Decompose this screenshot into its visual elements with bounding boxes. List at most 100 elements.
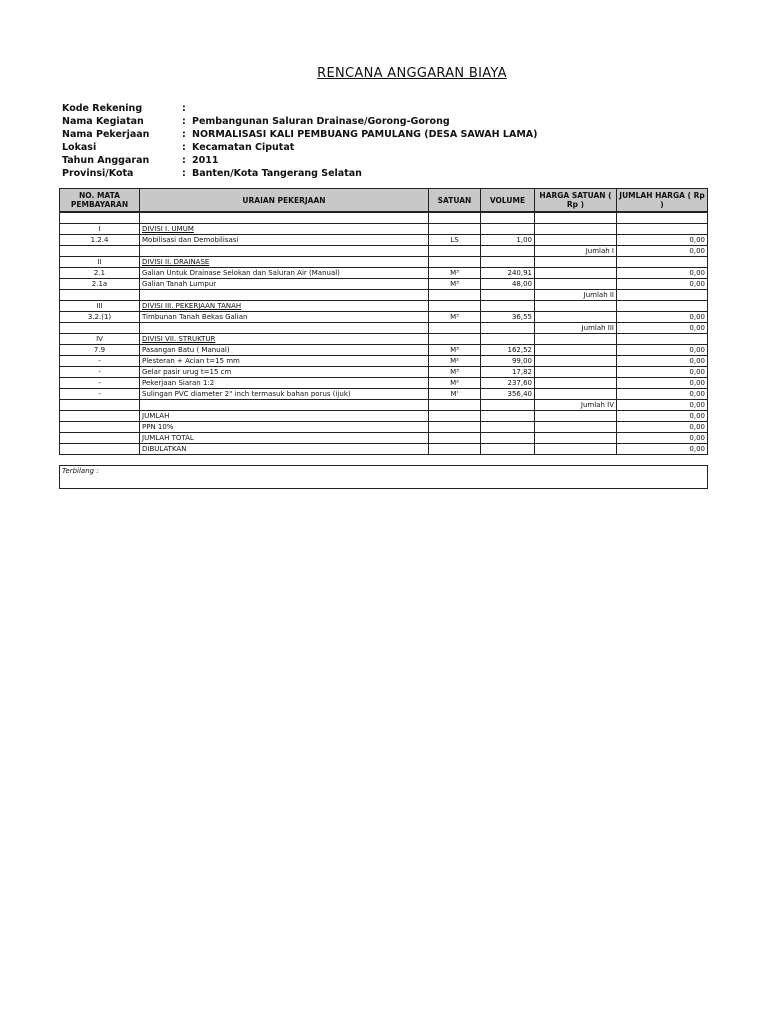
table-cell (534, 443, 617, 455)
table-cell (480, 410, 535, 422)
table-cell: M³ (428, 267, 481, 279)
table-cell (534, 355, 617, 367)
cell-text: Mobilisasi dan Demobilisasi (142, 236, 239, 244)
table-row: DIBULATKAN 0,00 (59, 443, 708, 455)
info-label: Nama Kegiatan (62, 116, 144, 127)
table-cell (59, 399, 140, 411)
table-cell: Sulingan PVC diameter 2" inch termasuk b… (139, 388, 429, 400)
info-separator: : (182, 103, 186, 114)
table-cell: DIVISI III. PEKERJAAN TANAH (139, 300, 429, 312)
title: RENCANA ANGGARAN BIAYA (317, 66, 507, 81)
table-cell: M' (428, 388, 481, 400)
cell-text: Jumlah II (583, 291, 614, 299)
info-value: Banten/Kota Tangerang Selatan (192, 168, 362, 179)
table-cell (428, 443, 481, 455)
table-row: II DIVISI II. DRAINASE (59, 256, 708, 268)
table-cell: I (59, 223, 140, 235)
info-row: Tahun Anggaran:2011 (62, 154, 537, 167)
cell-text: 99,00 (511, 357, 532, 365)
table-row: - Gelar pasir urug t=15 cm M³ 17,82 0,00 (59, 366, 708, 378)
table-cell: 162,52 (480, 344, 535, 356)
table-cell (534, 421, 617, 433)
cell-text: 36,55 (511, 313, 532, 321)
budget-table: NO. MATA PEMBAYARAN URAIAN PEKERJAAN SATUA… (59, 188, 708, 455)
cell-text: Pasangan Batu ( Manual) (142, 346, 230, 354)
cell-text: 0,00 (689, 412, 705, 420)
terbilang-label: Terbilang : (62, 467, 99, 475)
table-cell: 0,00 (616, 278, 708, 290)
table-cell (428, 256, 481, 268)
table-cell (139, 245, 429, 257)
cell-text: DIVISI VII. STRUKTUR (142, 335, 216, 343)
cell-text: DIVISI I. UMUM (142, 225, 194, 233)
table-cell (428, 300, 481, 312)
table-row: III DIVISI III. PEKERJAAN TANAH (59, 300, 708, 312)
table-cell: 0,00 (616, 311, 708, 323)
cell-text: M³ (450, 368, 459, 376)
cell-text: IV (96, 335, 103, 343)
cell-text: III (96, 302, 103, 310)
table-cell: 1,00 (480, 234, 535, 246)
table-cell: Gelar pasir urug t=15 cm (139, 366, 429, 378)
table-row: 3.2.(1) Timbunan Tanah Bekas Galian M³ 36,5… (59, 311, 708, 323)
table-cell: Jumlah III (534, 322, 617, 334)
table-cell (480, 421, 535, 433)
table-cell: Pekerjaan Siaran 1:2 (139, 377, 429, 389)
table-row: JUMLAH 0,00 (59, 410, 708, 422)
table-cell: M³ (428, 311, 481, 323)
table-cell (428, 333, 481, 345)
table-cell (139, 211, 429, 224)
cell-text: Galian Tanah Lumpur (142, 280, 217, 288)
table-cell: IV (59, 333, 140, 345)
table-cell (616, 211, 708, 224)
cell-text: 7.9 (93, 346, 106, 354)
cell-text: Plesteran + Acian t=15 mm (142, 357, 240, 365)
table-cell: 0,00 (616, 267, 708, 279)
cell-text: 240,91 (507, 269, 533, 277)
table-cell (59, 322, 140, 334)
header-cell: SATUAN (428, 188, 481, 213)
header-cell: VOLUME (480, 188, 535, 213)
table-cell (616, 223, 708, 235)
table-cell (428, 410, 481, 422)
table-cell (480, 443, 535, 455)
info-value: Pembangunan Saluran Drainase/Gorong-Goro… (192, 116, 450, 127)
cell-text: 0,00 (689, 346, 705, 354)
cell-text: - (98, 357, 101, 365)
table-cell (534, 234, 617, 246)
table-cell: 0,00 (616, 443, 708, 455)
table-cell (534, 333, 617, 345)
table-cell: LS (428, 234, 481, 246)
table-cell: 0,00 (616, 355, 708, 367)
table-cell: Jumlah IV (534, 399, 617, 411)
cell-text: 0,00 (689, 423, 705, 431)
cell-text: PPN 10% (142, 423, 174, 431)
table-cell: 0,00 (616, 388, 708, 400)
table-cell (534, 256, 617, 268)
cell-text: 3.2.(1) (87, 313, 112, 321)
table-cell (480, 289, 535, 301)
table-cell: - (59, 377, 140, 389)
table-cell (534, 377, 617, 389)
cell-text: 0,00 (689, 390, 705, 398)
table-cell (428, 432, 481, 444)
cell-text: Jumlah IV (580, 401, 614, 409)
cell-text: 0,00 (689, 401, 705, 409)
cell-text: M³ (450, 346, 459, 354)
info-row: Nama Kegiatan: Pembangunan Saluran Draina… (62, 115, 537, 128)
cell-text: 0,00 (689, 324, 705, 332)
cell-text: M² (450, 379, 459, 387)
cell-text: 162,52 (507, 346, 533, 354)
table-cell (428, 399, 481, 411)
table-cell (480, 211, 535, 224)
cell-text: DIVISI II. DRAINASE (142, 258, 210, 266)
cell-text: Timbunan Tanah Bekas Galian (142, 313, 248, 321)
info-row: Lokasi: Kecamatan Ciputat (62, 141, 537, 154)
table-cell: 17,82 (480, 366, 535, 378)
table-cell: Timbunan Tanah Bekas Galian (139, 311, 429, 323)
table-cell (480, 256, 535, 268)
header-cell: JUMLAH HARGA ( Rp ) (616, 188, 708, 213)
table-cell: 0,00 (616, 234, 708, 246)
table-cell: Galian Tanah Lumpur (139, 278, 429, 290)
cell-text: M³ (450, 280, 459, 288)
